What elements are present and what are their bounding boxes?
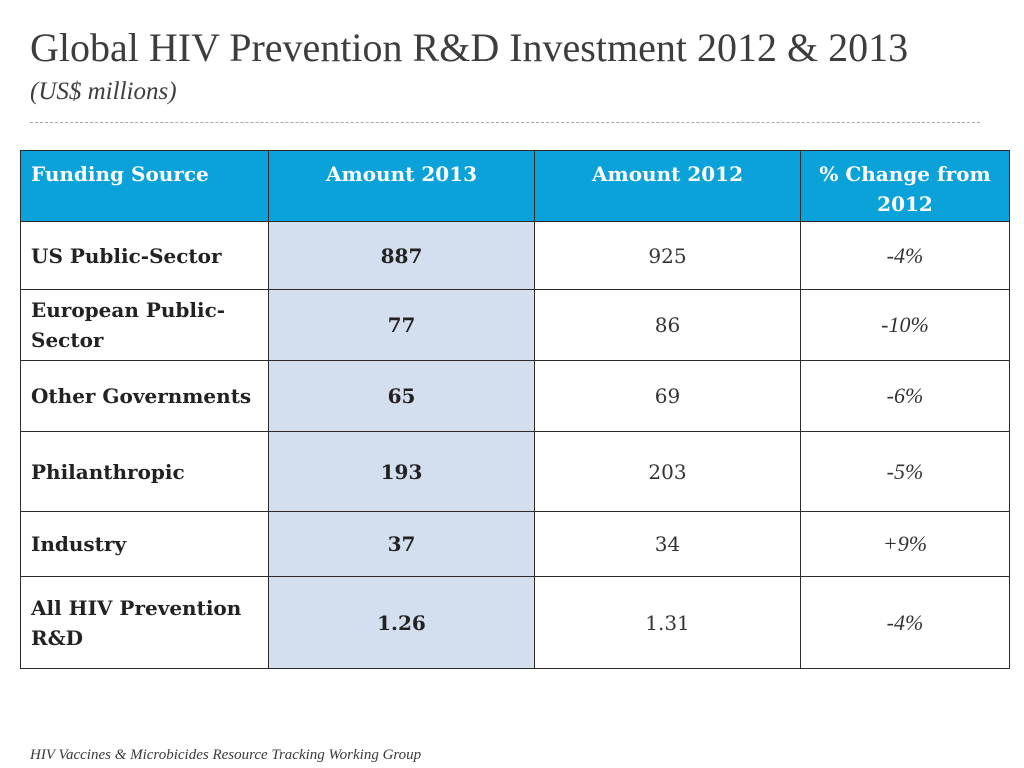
row-percent-change: -5% <box>800 431 1010 512</box>
table-header-row: Funding Source Amount 2013 Amount 2012 %… <box>20 150 1010 222</box>
row-amount-2013: 77 <box>268 289 535 361</box>
row-funding-source: Other Governments <box>20 360 269 432</box>
row-amount-2012: 925 <box>534 221 801 290</box>
row-amount-2013: 887 <box>268 221 535 290</box>
table-row: Other Governments 65 69 -6% <box>20 360 1010 432</box>
column-header-amount-2012: Amount 2012 <box>534 150 801 222</box>
column-header-funding-source: Funding Source <box>20 150 269 222</box>
row-percent-change: -6% <box>800 360 1010 432</box>
source-footnote: HIV Vaccines & Microbicides Resource Tra… <box>30 747 422 763</box>
row-amount-2012: 69 <box>534 360 801 432</box>
row-amount-2013: 193 <box>268 431 535 512</box>
row-amount-2012: 86 <box>534 289 801 361</box>
column-header-amount-2013: Amount 2013 <box>268 150 535 222</box>
row-funding-source: Philanthropic <box>20 431 269 512</box>
table-row: US Public-Sector 887 925 -4% <box>20 221 1010 290</box>
table-row: Philanthropic 193 203 -5% <box>20 431 1010 512</box>
page-title: Global HIV Prevention R&D Investment 201… <box>30 25 909 70</box>
row-funding-source: US Public-Sector <box>20 221 269 290</box>
row-amount-2012: 1.31 <box>534 576 801 669</box>
row-funding-source: European Public-Sector <box>20 289 269 361</box>
row-amount-2013: 1.26 <box>268 576 535 669</box>
column-header-percent-change: % Change from 2012 <box>800 150 1010 222</box>
row-percent-change: -10% <box>800 289 1010 361</box>
page-subtitle: (US$ millions) <box>30 78 177 105</box>
row-funding-source: Industry <box>20 511 269 577</box>
row-percent-change: -4% <box>800 576 1010 669</box>
row-amount-2012: 34 <box>534 511 801 577</box>
table-row: Industry 37 34 +9% <box>20 511 1010 577</box>
row-funding-source: All HIV Prevention R&D <box>20 576 269 669</box>
table-row: All HIV Prevention R&D 1.26 1.31 -4% <box>20 576 1010 669</box>
row-amount-2013: 37 <box>268 511 535 577</box>
funding-table: Funding Source Amount 2013 Amount 2012 %… <box>20 150 1010 669</box>
title-divider <box>30 122 980 123</box>
row-percent-change: +9% <box>800 511 1010 577</box>
row-amount-2012: 203 <box>534 431 801 512</box>
row-percent-change: -4% <box>800 221 1010 290</box>
row-amount-2013: 65 <box>268 360 535 432</box>
table-row: European Public-Sector 77 86 -10% <box>20 289 1010 361</box>
